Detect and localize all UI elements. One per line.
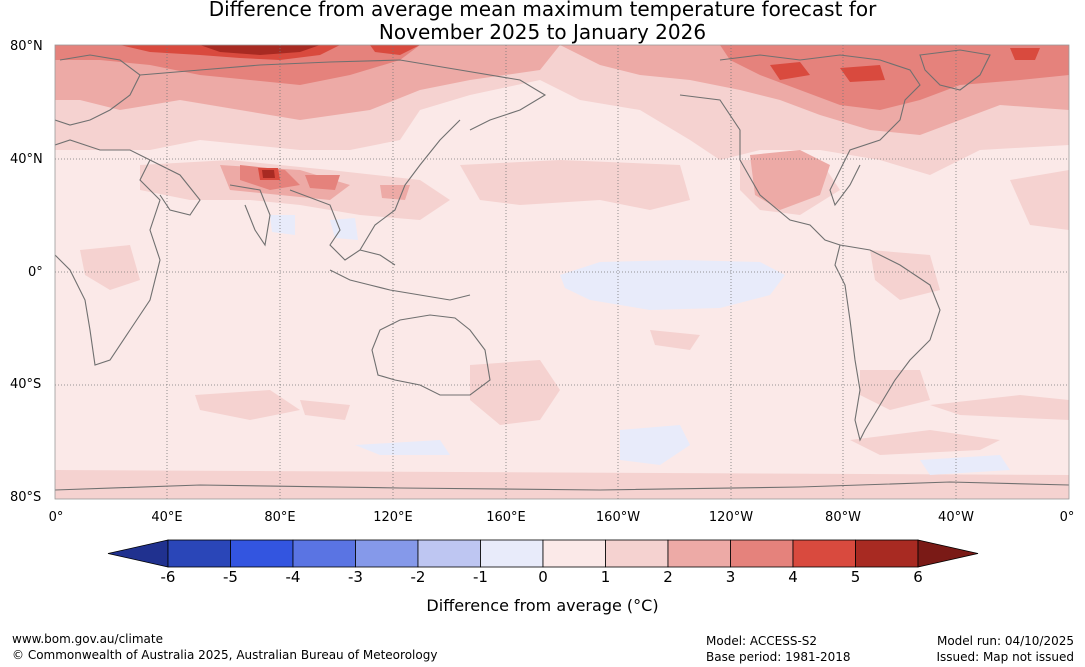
- footer-model-run: Model run: 04/10/2025: [936, 634, 1074, 648]
- footer-model: Model: ACCESS-S2: [706, 634, 818, 648]
- footer-issued: Issued: Map not issued: [936, 650, 1074, 664]
- footer-run-info: Model run: 04/10/2025 Issued: Map not is…: [936, 633, 1074, 665]
- lon-label-40e: 40°E: [151, 510, 183, 525]
- colorbar-swatch: [605, 539, 669, 568]
- lon-label-160w: 160°W: [595, 510, 641, 525]
- colorbar-label: Difference from average (°C): [426, 596, 659, 615]
- colorbar-swatch: [542, 539, 606, 568]
- lon-label-160e: 160°E: [486, 510, 526, 525]
- coastlines: [55, 49, 1069, 491]
- colorbar-tick-label: 4: [788, 568, 798, 586]
- colorbar-swatch: [480, 539, 544, 568]
- colorbar-tick-label: -4: [285, 568, 301, 586]
- map-area: [55, 45, 1069, 499]
- colorbar-tick-label: 5: [850, 568, 861, 586]
- colorbar-tick-label: 6: [913, 568, 923, 586]
- lat-label-80s: 80°S: [10, 490, 42, 505]
- footer-model-info: Model: ACCESS-S2 Base period: 1981-2018: [706, 633, 851, 665]
- colorbar-swatch: [417, 539, 481, 568]
- colorbar-extend-high: [917, 539, 979, 568]
- colorbar-tick-label: -1: [473, 568, 488, 586]
- footer-left: www.bom.gov.au/climate © Commonwealth of…: [12, 631, 437, 663]
- lat-label-80n: 80°N: [10, 39, 43, 54]
- colorbar-tick-label: -2: [410, 568, 426, 586]
- lon-label-120w: 120°W: [708, 510, 754, 525]
- title-line-1: Difference from average mean maximum tem…: [208, 0, 877, 21]
- colorbar-tick-label: -3: [348, 568, 363, 586]
- footer-copyright: © Commonwealth of Australia 2025, Austra…: [12, 648, 438, 662]
- colorbar-swatch: [167, 539, 231, 568]
- colorbar-swatch: [792, 539, 856, 568]
- colorbar-tick-label: -5: [223, 568, 238, 586]
- colorbar-tick-label: 3: [725, 568, 736, 586]
- lon-label-0-right: 0°: [1059, 510, 1075, 525]
- colorbar-tick-label: -6: [160, 568, 176, 586]
- footer-url[interactable]: www.bom.gov.au/climate: [12, 632, 163, 646]
- colorbar-tick-label: 1: [600, 568, 611, 586]
- colorbar: [107, 539, 979, 568]
- lon-label-80e: 80°E: [264, 510, 296, 525]
- anomaly-5-6-regions: [200, 45, 320, 178]
- colorbar-tick-label: 0: [538, 568, 548, 586]
- colorbar-swatch: [292, 539, 356, 568]
- anomaly-cool-regions: [270, 215, 1010, 475]
- colorbar-swatch: [230, 539, 294, 568]
- lat-label-40s: 40°S: [10, 377, 42, 392]
- lon-label-40w: 40°W: [938, 510, 974, 525]
- colorbar-extend-low: [107, 539, 169, 568]
- colorbar-swatch: [667, 539, 731, 568]
- title-line-2: November 2025 to January 2026: [378, 20, 707, 44]
- lon-label-0-left: 0°: [48, 510, 64, 525]
- lat-label-40n: 40°N: [10, 152, 43, 167]
- lon-label-80w: 80°W: [825, 510, 861, 525]
- map-title: Difference from average mean maximum tem…: [0, 0, 1085, 44]
- colorbar-swatch: [355, 539, 419, 568]
- map-frame: [54, 44, 1070, 500]
- lon-label-120e: 120°E: [373, 510, 413, 525]
- anomaly-3-4-regions: [55, 45, 1069, 190]
- colorbar-tick-label: 2: [663, 568, 673, 586]
- colorbar-swatch: [730, 539, 794, 568]
- lat-label-0: 0°: [28, 265, 43, 280]
- colorbar-swatch: [855, 539, 919, 568]
- graticule: [55, 45, 1069, 499]
- footer-base-period: Base period: 1981-2018: [706, 650, 851, 664]
